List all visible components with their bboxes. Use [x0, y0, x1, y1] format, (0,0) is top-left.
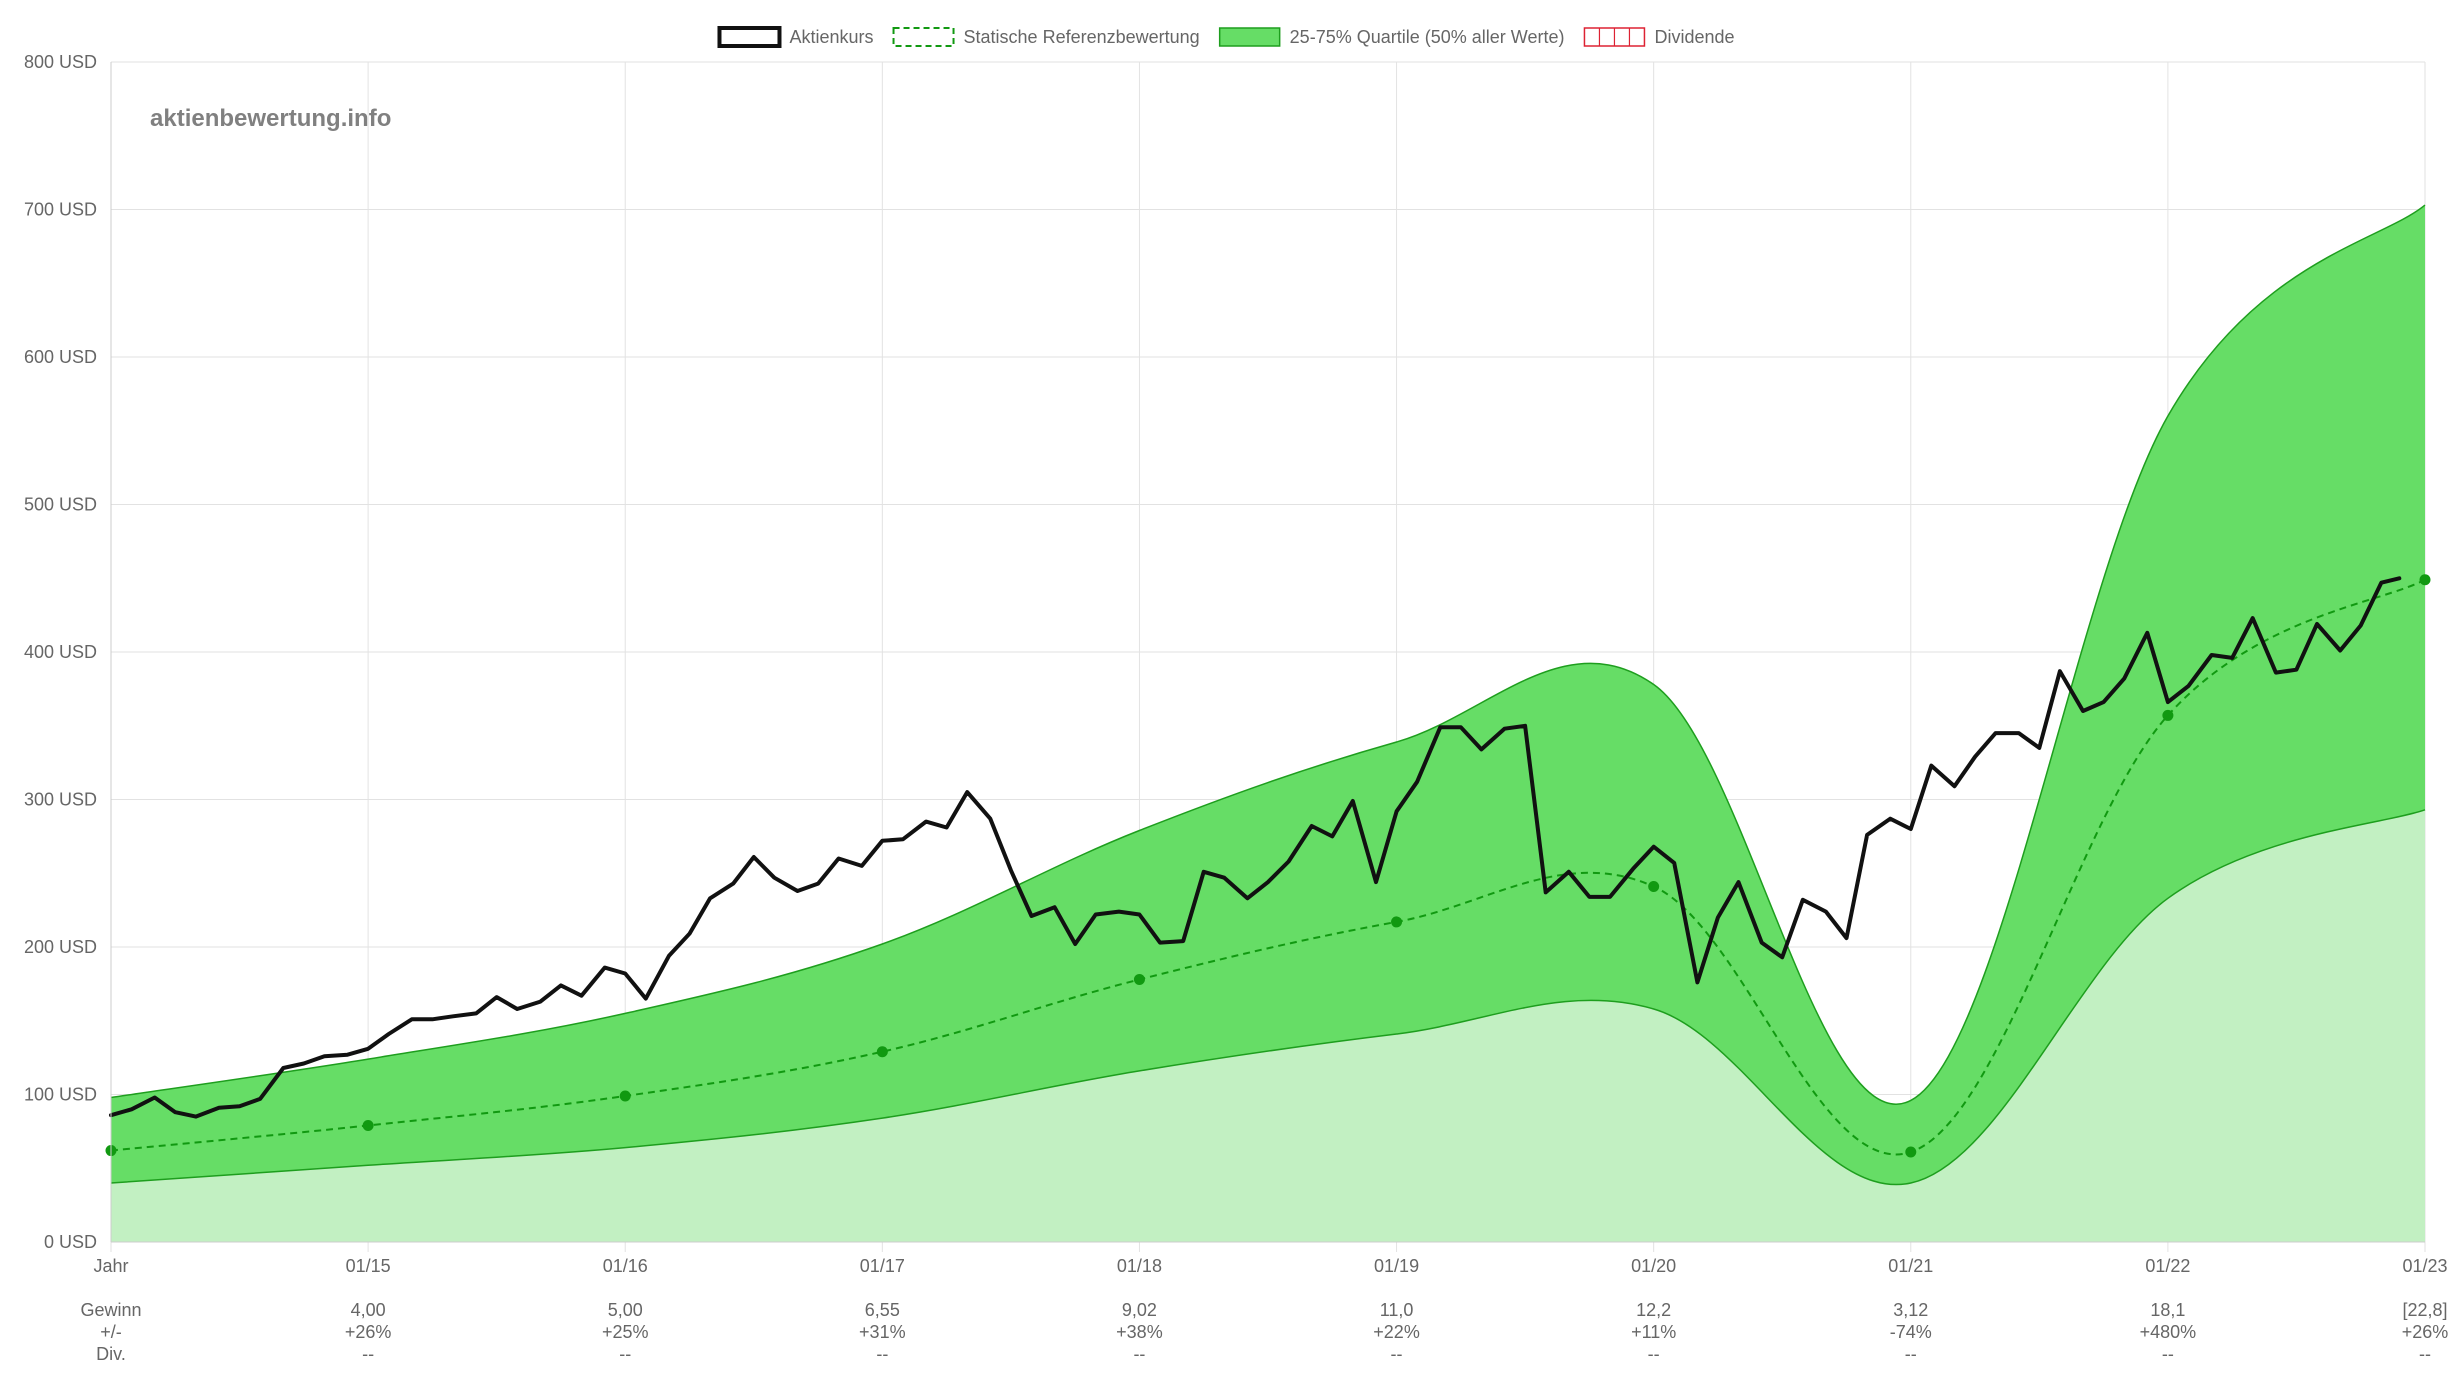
x-tick-label: 01/18	[1117, 1256, 1162, 1276]
reference-point	[876, 1046, 888, 1058]
reference-point	[619, 1090, 631, 1102]
table-cell: --	[876, 1344, 888, 1364]
legend-item: Aktienkurs	[717, 26, 874, 48]
reference-point	[1648, 881, 1660, 893]
table-cell: --	[2419, 1344, 2431, 1364]
x-tick-label: 01/19	[1374, 1256, 1419, 1276]
legend-item: Dividende	[1583, 27, 1735, 47]
axes: 0 USD 100 USD 200 USD 300 USD 400 USD 500 USD…	[24, 52, 2448, 1276]
table-cell: +25%	[602, 1322, 649, 1342]
reference-point	[1391, 916, 1403, 928]
quartile-band-fill	[111, 205, 2425, 1185]
table-cell: 18,1	[2150, 1300, 2185, 1320]
table-cell: 6,55	[865, 1300, 900, 1320]
y-tick-label: 800 USD	[24, 52, 97, 72]
table-cell: 5,00	[608, 1300, 643, 1320]
quartile-upper-line	[110, 204, 2426, 1105]
table-cell: --	[1133, 1344, 1145, 1364]
table-cell: 4,00	[351, 1300, 386, 1320]
quartile-areas	[110, 204, 2426, 1242]
x-tick-label: 01/20	[1631, 1256, 1676, 1276]
price-line	[109, 576, 2402, 1119]
legend-label: 25-75% Quartile (50% aller Werte)	[1290, 27, 1565, 47]
table-cell: --	[1648, 1344, 1660, 1364]
earnings-table: Gewinn+/-Div.4,00+26%--5,00+25%--6,55+31…	[80, 1300, 2448, 1364]
table-cell: +26%	[2402, 1322, 2449, 1342]
table-cell: --	[2162, 1344, 2174, 1364]
y-tick-label: 100 USD	[24, 1085, 97, 1105]
x-tick-label: 01/17	[860, 1256, 905, 1276]
table-cell: +38%	[1116, 1322, 1163, 1342]
reference-point	[2162, 709, 2174, 721]
y-tick-label: 500 USD	[24, 495, 97, 515]
watermark-text: aktienbewertung.info	[150, 105, 391, 132]
x-tick-label: Jahr	[93, 1256, 128, 1276]
y-tick-label: 400 USD	[24, 642, 97, 662]
x-tick-label: 01/22	[2145, 1256, 2190, 1276]
table-cell: --	[619, 1344, 631, 1364]
quartile-lower-line	[110, 809, 2426, 1186]
legend-label: Aktienkurs	[789, 27, 873, 47]
legend-swatch-price	[717, 26, 782, 48]
table-cell: [22,8]	[2402, 1300, 2447, 1320]
table-cell: 12,2	[1636, 1300, 1671, 1320]
table-cell: -74%	[1890, 1322, 1932, 1342]
legend-label: Dividende	[1654, 27, 1734, 47]
x-tick-label: 01/23	[2402, 1256, 2447, 1276]
x-tick-label: 01/21	[1888, 1256, 1933, 1276]
reference-point	[1133, 973, 1145, 985]
x-tick-label: 01/16	[603, 1256, 648, 1276]
table-cell: --	[1905, 1344, 1917, 1364]
table-row-label: Div.	[96, 1344, 126, 1364]
reference-point	[1905, 1146, 1917, 1158]
legend-item: 25-75% Quartile (50% aller Werte)	[1218, 27, 1565, 47]
y-tick-label: 300 USD	[24, 790, 97, 810]
table-cell: 11,0	[1380, 1300, 1414, 1320]
y-tick-label: 200 USD	[24, 937, 97, 957]
table-cell: +26%	[345, 1322, 392, 1342]
y-tick-label: 0 USD	[44, 1232, 97, 1252]
legend-label: Statische Referenzbewertung	[964, 27, 1200, 47]
table-cell: +480%	[2140, 1322, 2197, 1342]
table-cell: 3,12	[1893, 1300, 1928, 1320]
series-lines	[105, 574, 2431, 1158]
table-cell: 9,02	[1122, 1300, 1157, 1320]
table-row-label: Gewinn	[80, 1300, 141, 1320]
legend: Aktienkurs Statische Referenzbewertung 25-…	[717, 26, 1735, 48]
table-row-label: +/-	[100, 1322, 122, 1342]
x-tick-label: 01/15	[346, 1256, 391, 1276]
y-tick-label: 700 USD	[24, 200, 97, 220]
lower-area-fill	[111, 809, 2425, 1242]
y-tick-label: 600 USD	[24, 347, 97, 367]
legend-item: Statische Referenzbewertung	[892, 27, 1200, 47]
table-cell: +31%	[859, 1322, 906, 1342]
table-cell: --	[1391, 1344, 1403, 1364]
table-cell: +11%	[1631, 1322, 1676, 1342]
table-cell: --	[362, 1344, 374, 1364]
reference-line	[110, 578, 2426, 1156]
legend-swatch-quartile	[1218, 27, 1281, 47]
reference-point	[2419, 574, 2431, 586]
legend-swatch-reference	[892, 27, 955, 47]
table-cell: +22%	[1373, 1322, 1420, 1342]
reference-point	[362, 1119, 374, 1131]
